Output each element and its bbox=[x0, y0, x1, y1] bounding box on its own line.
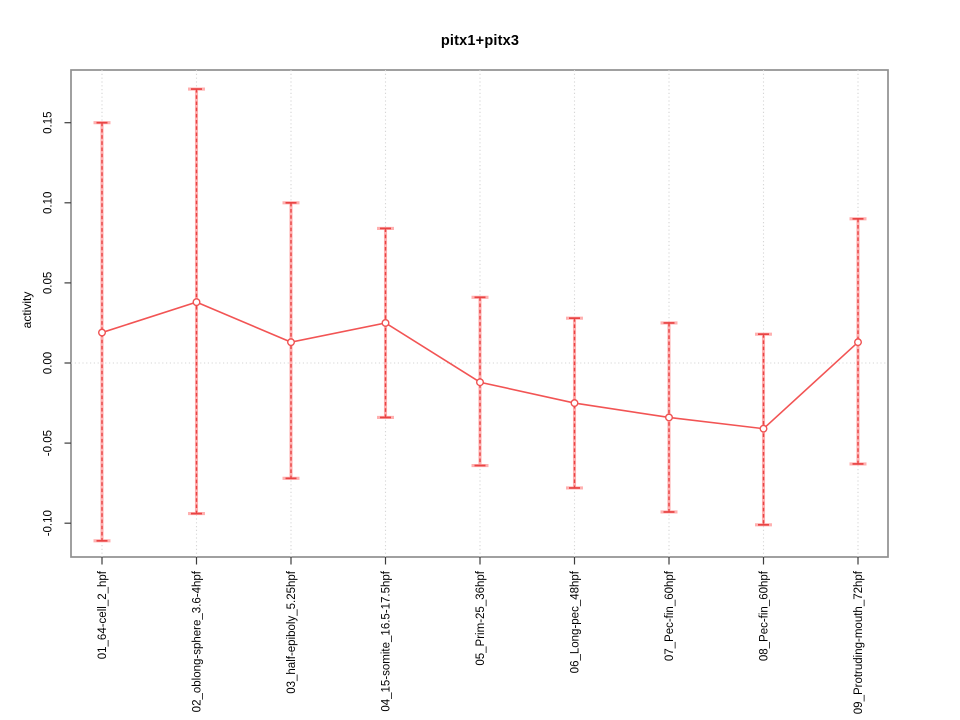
x-category-label: 02_oblong-sphere_3.6-4hpf bbox=[191, 570, 203, 712]
x-category-label: 07_Pec-fin_60hpf bbox=[664, 570, 676, 661]
data-point-marker bbox=[570, 399, 579, 408]
chart-title: pitx1+pitx3 bbox=[440, 33, 520, 49]
data-point-marker bbox=[287, 338, 296, 347]
x-category-label: 03_half-epiboly_5.25hpf bbox=[286, 570, 298, 694]
y-tick-label: 0.05 bbox=[42, 272, 54, 294]
x-category-label: 05_Prim-25_36hpf bbox=[475, 570, 487, 665]
y-tick-label: 0.00 bbox=[42, 352, 54, 374]
data-point-marker bbox=[854, 338, 863, 347]
x-category-label: 04_15-somite_16.5-17.5hpf bbox=[380, 570, 392, 711]
data-point-marker bbox=[759, 424, 768, 433]
data-point-marker bbox=[665, 413, 674, 422]
x-category-label: 01_64-cell_2_hpf bbox=[97, 570, 109, 659]
data-point-marker bbox=[476, 378, 485, 387]
x-category-label: 09_Protruding-mouth_72hpf bbox=[853, 570, 865, 714]
x-category-label: 06_Long-pec_48hpf bbox=[569, 570, 581, 673]
data-point-marker bbox=[192, 298, 201, 307]
data-point-marker bbox=[381, 318, 390, 327]
y-tick-label: 0.10 bbox=[42, 192, 54, 214]
y-tick-label: -0.05 bbox=[42, 430, 54, 456]
y-axis-label: activity bbox=[20, 291, 34, 329]
x-category-label: 08_Pec-fin_60hpf bbox=[758, 570, 770, 661]
y-tick-label: 0.15 bbox=[42, 112, 54, 134]
data-point-marker bbox=[97, 328, 106, 337]
y-tick-label: -0.10 bbox=[42, 510, 54, 536]
